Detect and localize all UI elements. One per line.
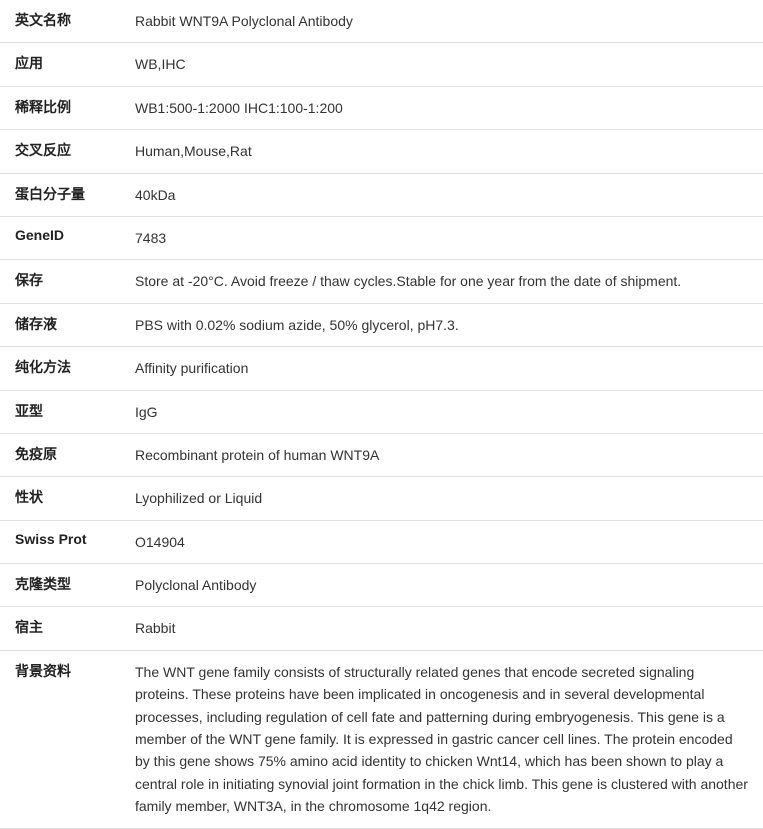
spec-row: Swiss ProtO14904 [0,520,763,563]
spec-value: Store at -20°C. Avoid freeze / thaw cycl… [130,260,763,303]
spec-label: 克隆类型 [0,564,130,607]
spec-row: 应用WB,IHC [0,43,763,86]
spec-label: 亚型 [0,390,130,433]
spec-label: 英文名称 [0,0,130,43]
spec-label: 免疫原 [0,433,130,476]
spec-row: 克隆类型Polyclonal Antibody [0,564,763,607]
spec-row: 免疫原Recombinant protein of human WNT9A [0,433,763,476]
spec-value: 40kDa [130,173,763,216]
spec-row: 交叉反应Human,Mouse,Rat [0,130,763,173]
spec-row: 保存Store at -20°C. Avoid freeze / thaw cy… [0,260,763,303]
spec-label: 纯化方法 [0,347,130,390]
spec-row: 稀释比例WB1:500-1:2000 IHC1:100-1:200 [0,86,763,129]
spec-label: 储存液 [0,303,130,346]
spec-row: 英文名称Rabbit WNT9A Polyclonal Antibody [0,0,763,43]
spec-row: 蛋白分子量40kDa [0,173,763,216]
spec-row: 亚型IgG [0,390,763,433]
spec-value: PBS with 0.02% sodium azide, 50% glycero… [130,303,763,346]
spec-row: 宿主Rabbit [0,607,763,650]
spec-value: Polyclonal Antibody [130,564,763,607]
spec-value: Affinity purification [130,347,763,390]
product-spec-table: 英文名称Rabbit WNT9A Polyclonal Antibody应用WB… [0,0,763,829]
spec-label: 背景资料 [0,650,130,828]
spec-label: Swiss Prot [0,520,130,563]
spec-value: Recombinant protein of human WNT9A [130,433,763,476]
spec-label: 保存 [0,260,130,303]
spec-label: 蛋白分子量 [0,173,130,216]
spec-value: Lyophilized or Liquid [130,477,763,520]
spec-label: 交叉反应 [0,130,130,173]
spec-value: O14904 [130,520,763,563]
spec-value: WB,IHC [130,43,763,86]
spec-row: 性状Lyophilized or Liquid [0,477,763,520]
spec-row: 背景资料The WNT gene family consists of stru… [0,650,763,828]
spec-label: 稀释比例 [0,86,130,129]
spec-label: 应用 [0,43,130,86]
spec-row: 纯化方法Affinity purification [0,347,763,390]
spec-value: The WNT gene family consists of structur… [130,650,763,828]
spec-tbody: 英文名称Rabbit WNT9A Polyclonal Antibody应用WB… [0,0,763,828]
spec-label: GeneID [0,216,130,259]
spec-value: Rabbit WNT9A Polyclonal Antibody [130,0,763,43]
spec-value: IgG [130,390,763,433]
spec-value: Human,Mouse,Rat [130,130,763,173]
spec-row: GeneID7483 [0,216,763,259]
spec-label: 性状 [0,477,130,520]
spec-value: WB1:500-1:2000 IHC1:100-1:200 [130,86,763,129]
spec-value: 7483 [130,216,763,259]
spec-label: 宿主 [0,607,130,650]
spec-value: Rabbit [130,607,763,650]
spec-row: 储存液PBS with 0.02% sodium azide, 50% glyc… [0,303,763,346]
